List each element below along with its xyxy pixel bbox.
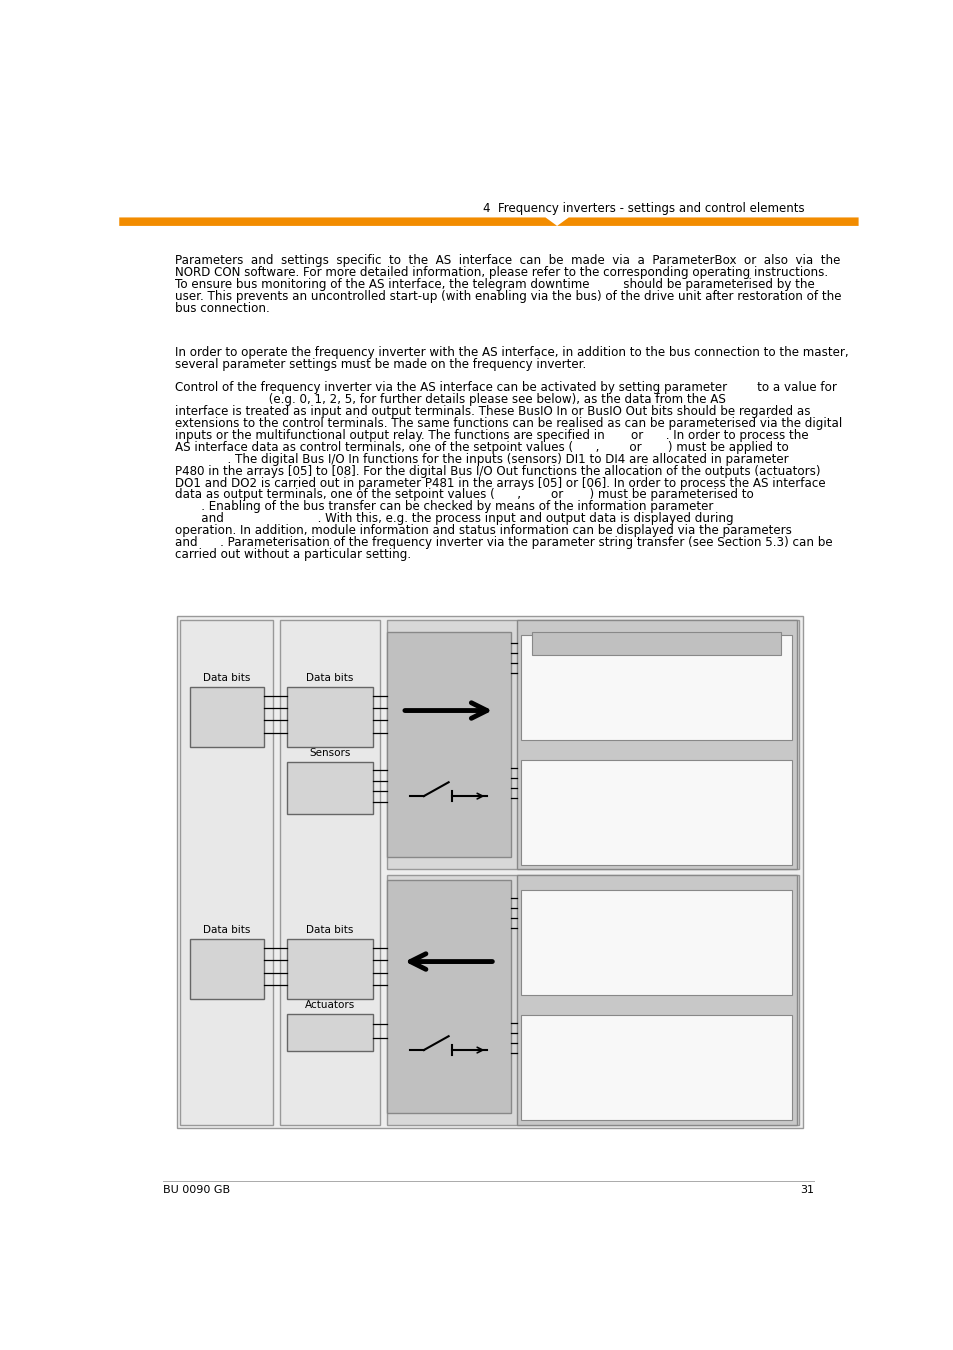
Text: carried out without a particular setting.: carried out without a particular setting… [174, 548, 411, 562]
Text: (e.g. 0, 1, 2, 5, for further details please see below), as the data from the AS: (e.g. 0, 1, 2, 5, for further details pl… [174, 393, 725, 406]
Bar [190, 938, 264, 999]
Bar [521, 1015, 791, 1120]
Text: Control of the frequency inverter via the AS interface can be activated by setti: Control of the frequency inverter via th… [174, 381, 836, 394]
Text: In 1: In 1 [320, 763, 339, 772]
Text: BusIO Out Bit 4: BusIO Out Bit 4 [619, 1017, 692, 1025]
Polygon shape [119, 217, 557, 225]
Text: Out 0: Out 0 [316, 941, 343, 950]
Text: BusIO In Bit 2: BusIO In Bit 2 [624, 656, 688, 666]
Text: and                         . With this, e.g. the process input and output data : and . With this, e.g. the process input … [174, 513, 733, 525]
Bar [517, 620, 796, 869]
Text: In 2: In 2 [320, 774, 339, 783]
Bar [287, 687, 373, 747]
Text: Out 1: Out 1 [213, 701, 240, 711]
Text: 31: 31 [800, 1185, 814, 1195]
Text: several parameter settings must be made on the frequency inverter.: several parameter settings must be made … [174, 358, 586, 371]
Bar [180, 620, 274, 1125]
Text: Out 2: Out 2 [316, 965, 343, 975]
Bar [386, 875, 798, 1125]
Text: P480 in the arrays [05] to [08]. For the digital Bus I/O Out functions the alloc: P480 in the arrays [05] to [08]. For the… [174, 464, 820, 478]
Text: Out 1: Out 1 [316, 1017, 343, 1027]
Bar [517, 875, 796, 1125]
Text: extensions to the control terminals. The same functions can be realised as can b: extensions to the control terminals. The… [174, 417, 841, 429]
Text: Actuators: Actuators [305, 1000, 355, 1010]
Text: BusIO In Bit 3: BusIO In Bit 3 [624, 666, 688, 675]
Text: Out 3: Out 3 [213, 725, 240, 736]
Text: . The digital Bus I/O In functions for the inputs (sensors) DI1 to DI4 are alloc: . The digital Bus I/O In functions for t… [174, 452, 788, 466]
Text: Data bits: Data bits [306, 672, 354, 683]
Text: In 1: In 1 [217, 953, 236, 963]
Text: Out 2: Out 2 [316, 1031, 343, 1041]
Bar [287, 1014, 373, 1052]
Text: 4  Frequency inverters - settings and control elements: 4 Frequency inverters - settings and con… [482, 201, 803, 215]
Bar [521, 634, 791, 740]
Text: AS interface data as control terminals, one of the setpoint values (      ,     : AS interface data as control terminals, … [174, 440, 788, 454]
Text: In 3: In 3 [217, 977, 236, 988]
Text: . Enabling of the bus transfer can be checked by means of the information parame: . Enabling of the bus transfer can be ch… [174, 501, 713, 513]
Text: To ensure bus monitoring of the AS interface, the telegram downtime         shou: To ensure bus monitoring of the AS inter… [174, 278, 814, 292]
Bar [190, 687, 264, 747]
Text: BusIO In Bit 7: BusIO In Bit 7 [624, 791, 688, 801]
Text: Parameters  and  settings  specific  to  the  AS  interface  can  be  made  via : Parameters and settings specific to the … [174, 254, 840, 267]
Text: In 3: In 3 [320, 784, 339, 794]
Text: Data bits: Data bits [306, 925, 354, 936]
Bar [287, 938, 373, 999]
Text: BusIO In Bit 6: BusIO In Bit 6 [624, 780, 688, 790]
Text: In 4: In 4 [320, 795, 339, 805]
Bar [521, 891, 791, 995]
Bar [521, 760, 791, 864]
Text: In 1: In 1 [320, 701, 339, 711]
Bar [386, 632, 510, 857]
Text: BusIO In Bit 0: BusIO In Bit 0 [624, 636, 688, 645]
Polygon shape [557, 217, 858, 225]
Text: BusIO Out Bit 3: BusIO Out Bit 3 [619, 921, 692, 930]
Bar [386, 620, 798, 869]
Text: In 0: In 0 [320, 688, 339, 698]
Text: BusIO Out Bit 7: BusIO Out Bit 7 [619, 1046, 692, 1056]
Text: Out 0: Out 0 [213, 688, 240, 698]
Text: In order to operate the frequency inverter with the AS interface, in addition to: In order to operate the frequency invert… [174, 347, 848, 359]
Text: BusIO Out Bit 1: BusIO Out Bit 1 [619, 902, 692, 910]
Text: BusIO Out Bit 5: BusIO Out Bit 5 [619, 1026, 692, 1035]
Bar [386, 880, 510, 1112]
Text: Out 2: Out 2 [213, 713, 240, 724]
Text: BusIO In Bit 1: BusIO In Bit 1 [624, 647, 688, 655]
Bar [532, 632, 781, 655]
Bar [287, 761, 373, 814]
Text: In 0: In 0 [217, 941, 236, 950]
Text: Out 1: Out 1 [316, 953, 343, 963]
Text: In 2: In 2 [320, 713, 339, 724]
Text: interface is treated as input and output terminals. These BusIO In or BusIO Out : interface is treated as input and output… [174, 405, 810, 418]
Text: and      . Parameterisation of the frequency inverter via the parameter string t: and . Parameterisation of the frequency … [174, 536, 832, 549]
Text: NORD CON software. For more detailed information, please refer to the correspond: NORD CON software. For more detailed inf… [174, 266, 827, 279]
Text: BusIO In Bit 4: BusIO In Bit 4 [624, 761, 688, 770]
Text: BusIO Out Bit 2: BusIO Out Bit 2 [619, 911, 692, 921]
Text: Sensors: Sensors [309, 748, 351, 759]
Text: data as output terminals, one of the setpoint values (      ,        or       ) : data as output terminals, one of the set… [174, 489, 753, 501]
Text: DO1 and DO2 is carried out in parameter P481 in the arrays [05] or [06]. In orde: DO1 and DO2 is carried out in parameter … [174, 477, 824, 490]
Text: Out 3: Out 3 [316, 977, 343, 988]
Text: BusIO Out Bit 6: BusIO Out Bit 6 [619, 1037, 692, 1045]
Text: Data bits: Data bits [203, 925, 251, 936]
Text: BusIO In Bit 5: BusIO In Bit 5 [624, 771, 688, 780]
Text: BusIO Out Bit 0: BusIO Out Bit 0 [619, 891, 692, 900]
Text: inputs or the multifunctional output relay. The functions are specified in      : inputs or the multifunctional output rel… [174, 429, 808, 441]
Text: In 2: In 2 [217, 965, 236, 975]
Text: operation. In addition, module information and status information can be display: operation. In addition, module informati… [174, 524, 791, 537]
Text: BU 0090 GB: BU 0090 GB [163, 1185, 231, 1195]
Text: user. This prevents an uncontrolled start-up (with enabling via the bus) of the : user. This prevents an uncontrolled star… [174, 290, 841, 304]
Text: In 3: In 3 [320, 725, 339, 736]
Bar [176, 617, 802, 1129]
Text: Data bits: Data bits [203, 672, 251, 683]
Text: bus connection.: bus connection. [174, 302, 270, 315]
Bar [279, 620, 380, 1125]
